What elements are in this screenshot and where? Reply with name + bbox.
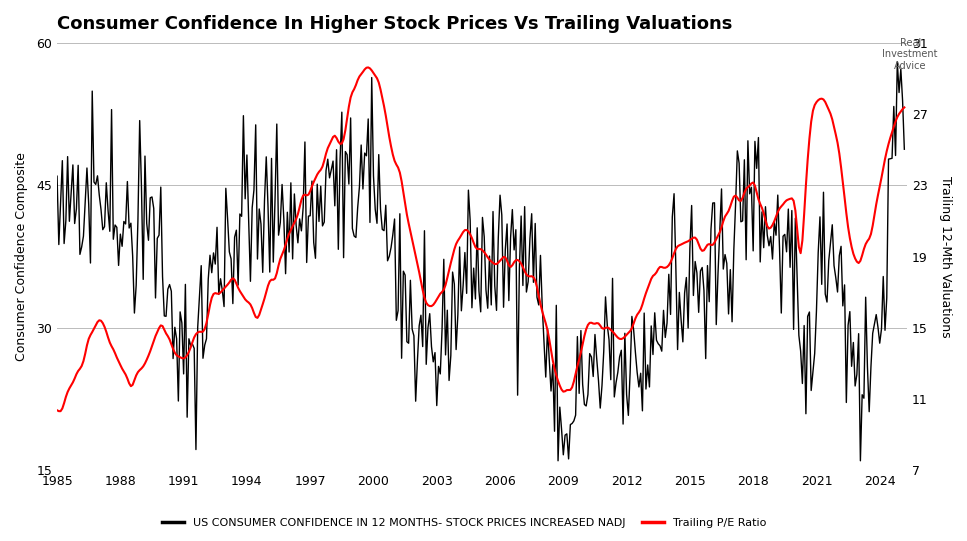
Text: Real
Investment
Advice: Real Investment Advice — [883, 38, 938, 71]
Text: Consumer Confidence In Higher Stock Prices Vs Trailing Valuations: Consumer Confidence In Higher Stock Pric… — [57, 15, 732, 33]
Y-axis label: Trailing 12-Mth Valuations: Trailing 12-Mth Valuations — [939, 176, 952, 338]
Y-axis label: Consumer Confidence Composite: Consumer Confidence Composite — [15, 152, 28, 361]
Legend: US CONSUMER CONFIDENCE IN 12 MONTHS- STOCK PRICES INCREASED NADJ, Trailing P/E R: US CONSUMER CONFIDENCE IN 12 MONTHS- STO… — [158, 514, 771, 533]
